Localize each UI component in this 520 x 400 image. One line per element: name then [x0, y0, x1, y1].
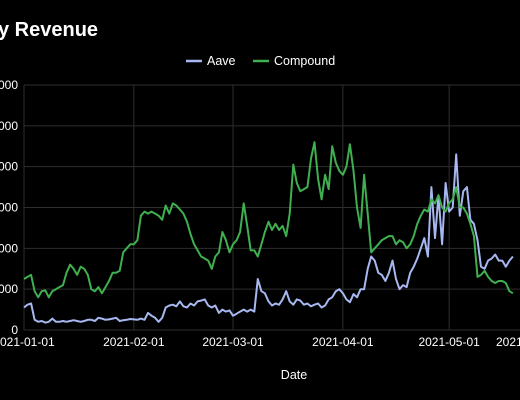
series-line-aave	[23, 153, 514, 324]
series-lines	[23, 141, 514, 324]
y-tick-label: 000	[0, 282, 18, 296]
y-axis-ticks: 000000000000000000000000	[0, 78, 18, 337]
x-tick-label: 2021-04-01	[312, 335, 374, 349]
chart-title: y Revenue	[0, 19, 98, 41]
x-axis-ticks: 2021-01-01 2021-02-01 2021-03-01 2021-04-01…	[0, 335, 520, 349]
x-tick-label: 2021-02-01	[103, 335, 165, 349]
legend-compound-label: Compound	[274, 54, 335, 68]
x-axis-title: Date	[281, 368, 307, 382]
legend-aave-label: Aave	[207, 54, 236, 68]
legend: Aave Compound	[186, 54, 335, 68]
x-tick-label: 2021-01-01	[0, 335, 55, 349]
x-tick-label: 2021-	[496, 335, 520, 349]
series-line-compound	[23, 141, 514, 299]
gridlines	[23, 84, 520, 331]
x-tick-label: 2021-03-01	[202, 335, 264, 349]
x-tick-label: 2021-05-01	[418, 335, 480, 349]
y-tick-label: 0	[11, 323, 18, 337]
